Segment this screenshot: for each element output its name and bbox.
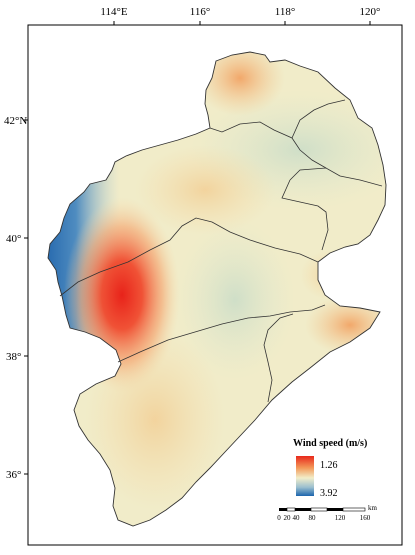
legend: Wind speed (m/s) 1.26 3.92 [293, 438, 367, 499]
scale-label-160: 160 [360, 514, 371, 522]
lat-label-38: 38° [6, 351, 21, 363]
lat-label-36: 36° [6, 469, 21, 481]
lon-label-120: 120° [360, 6, 381, 18]
scale-label-40: 40 [293, 514, 301, 522]
legend-color-ramp [296, 456, 314, 496]
longitude-ticks [113, 21, 371, 25]
scale-bar: 0 20 40 80 120 160 km [277, 504, 377, 522]
legend-min-label: 3.92 [320, 488, 338, 499]
scale-label-80: 80 [309, 514, 317, 522]
scale-label-20: 20 [284, 514, 292, 522]
scale-label-0: 0 [277, 514, 281, 522]
latitude-ticks [24, 119, 28, 475]
lat-label-42: 42°N [4, 115, 27, 127]
lon-label-118: 118° [275, 6, 296, 18]
region-outline [47, 51, 387, 527]
scale-label-120: 120 [335, 514, 346, 522]
legend-title: Wind speed (m/s) [293, 438, 367, 449]
lat-label-40: 40° [6, 233, 21, 245]
lon-label-114: 114°E [100, 6, 127, 18]
lon-label-116: 116° [190, 6, 211, 18]
legend-max-label: 1.26 [320, 460, 338, 471]
scale-unit: km [368, 504, 378, 512]
internal-boundaries [59, 99, 383, 403]
